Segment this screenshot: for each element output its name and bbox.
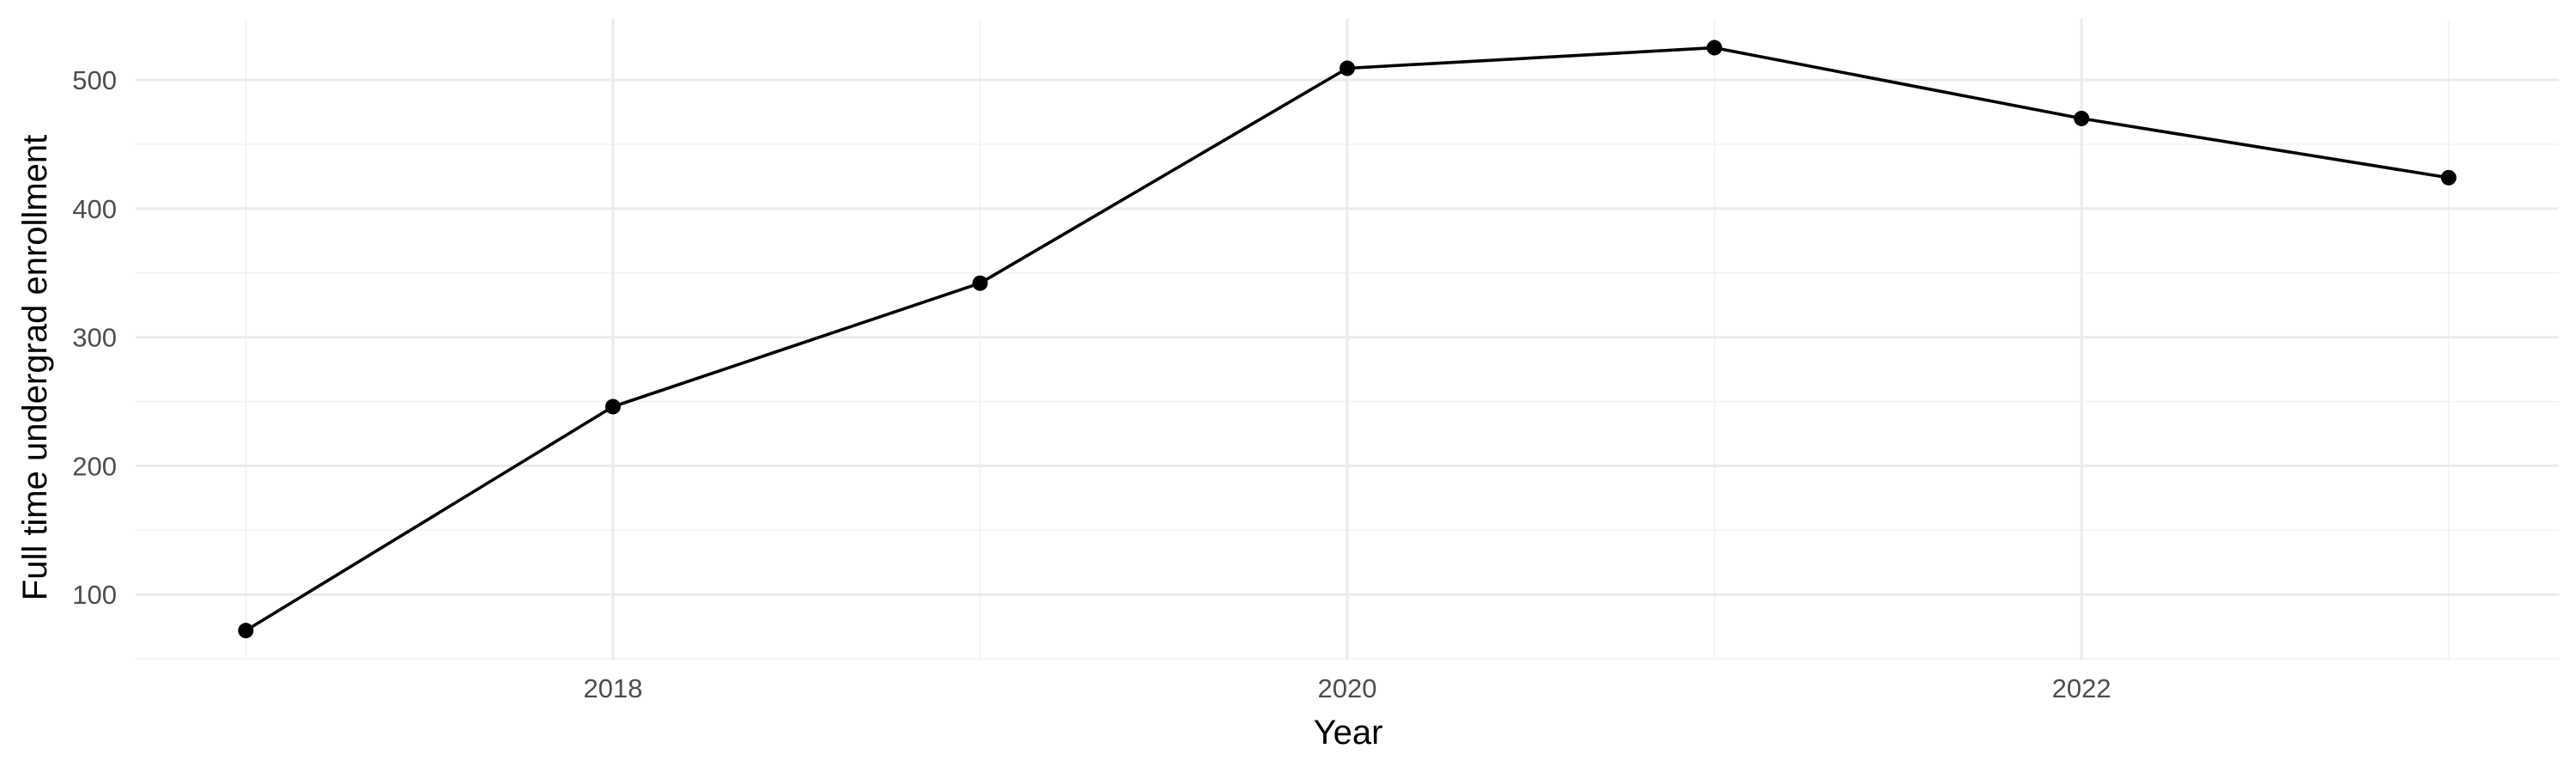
data-point [605,399,621,415]
y-tick-label: 200 [72,451,117,481]
x-tick-labels: 2018 2020 2022 [583,673,2111,703]
x-tick-label: 2018 [583,673,642,703]
data-point [1706,40,1722,56]
grid-layer [136,19,2559,660]
y-tick-label: 400 [72,194,117,224]
y-tick-label: 500 [72,65,117,95]
data-point [238,623,254,639]
y-tick-label: 100 [72,580,117,610]
x-axis-title: Year [1314,714,1383,752]
x-tick-label: 2022 [2052,673,2111,703]
data-point [2440,169,2457,186]
data-point [2074,110,2090,126]
series-layer [238,40,2457,639]
data-point [1340,60,1355,76]
y-axis-title: Full time undergrad enrollment [16,135,54,600]
x-tick-label: 2020 [1318,673,1377,703]
y-tick-label: 300 [72,323,117,353]
y-tick-labels: 100 200 300 400 500 [72,65,117,610]
data-point [972,275,988,291]
